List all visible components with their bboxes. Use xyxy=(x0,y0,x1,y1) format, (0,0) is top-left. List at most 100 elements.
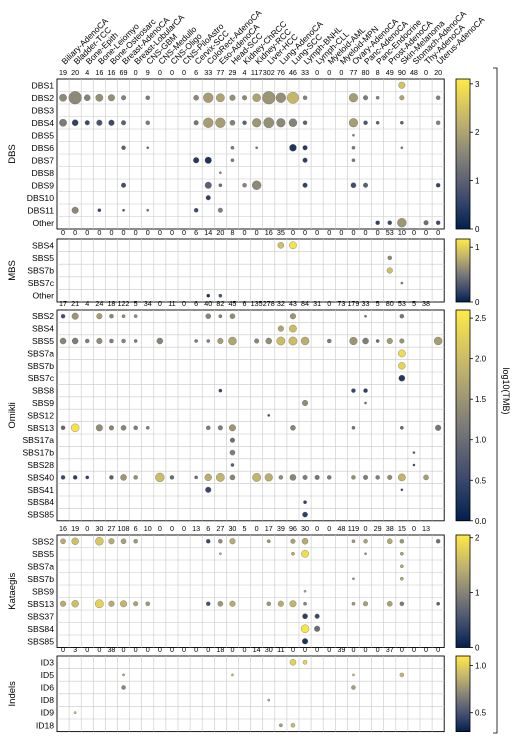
sample-count-label: 30 xyxy=(265,645,273,654)
signature-bubble xyxy=(400,426,404,430)
sample-count-label: 0 xyxy=(158,228,162,237)
sample-count-label: 40 xyxy=(204,299,212,308)
sample-count-label: 5 xyxy=(134,299,138,308)
sample-count-label: 0 xyxy=(61,645,65,654)
signature-bubble xyxy=(278,475,284,480)
signature-bubble xyxy=(193,157,200,164)
sample-count-label: 76 xyxy=(277,68,285,77)
signature-bubble xyxy=(230,158,235,163)
sample-count-label: 73 xyxy=(337,299,345,308)
colorbar-tick-label: 1 xyxy=(475,177,480,186)
sample-count-label: 35 xyxy=(277,228,285,237)
sample-count-label: 0 xyxy=(206,645,210,654)
sample-count-label: 0 xyxy=(73,228,77,237)
sample-count-label: 0 xyxy=(436,228,440,237)
sample-count-label: 38 xyxy=(422,299,430,308)
signature-row-label: SBS4 xyxy=(32,324,54,334)
sample-count-label: 82 xyxy=(216,299,224,308)
sample-count-label: 77 xyxy=(349,68,357,77)
signature-row-label: Other xyxy=(33,291,55,301)
sample-count-label: 33 xyxy=(204,68,212,77)
colorbar-tick-label: 0 xyxy=(475,225,480,234)
signature-bubble xyxy=(108,119,115,126)
sample-count-label: 0 xyxy=(134,68,138,77)
signature-row-label: SBS4 xyxy=(32,240,54,250)
signature-row-label: SBS85 xyxy=(27,510,54,520)
sample-count-label: 0 xyxy=(146,228,150,237)
signature-bubble xyxy=(217,425,223,431)
colorbar-mbs: 01 xyxy=(455,238,480,307)
sample-count-label: 0 xyxy=(424,645,428,654)
signature-bubble xyxy=(229,600,236,607)
signature-bubble xyxy=(400,488,404,492)
sample-count-label: 5 xyxy=(376,299,380,308)
sample-count-label: 16 xyxy=(265,228,273,237)
colorbar-tick-label: 1 xyxy=(475,243,480,252)
sample-count-label: 0 xyxy=(182,228,186,237)
signature-row-label: ID5 xyxy=(41,670,55,680)
sample-count-label: 13 xyxy=(422,524,430,533)
signature-bubble xyxy=(108,94,115,102)
colorbar-tick-label: 1.0 xyxy=(475,661,487,670)
signature-bubble xyxy=(400,576,404,581)
sample-count-label: 179 xyxy=(347,299,359,308)
sample-count-label: 0 xyxy=(436,645,440,654)
signature-row-label: ID8 xyxy=(41,695,55,705)
signature-bubble xyxy=(363,388,368,393)
signature-row-label: SBS9 xyxy=(32,398,54,408)
signature-bubble xyxy=(289,313,296,320)
signature-bubble xyxy=(95,424,103,432)
colorbar-tick-label: 1.5 xyxy=(475,395,487,404)
signature-bubble xyxy=(364,401,367,405)
sample-count-label: 33 xyxy=(362,299,370,308)
signature-bubble xyxy=(145,95,150,100)
sample-count-label: 4 xyxy=(85,68,89,77)
signature-bubble xyxy=(375,339,380,343)
signature-bubble xyxy=(242,183,247,188)
signature-bubble xyxy=(288,336,298,346)
signature-bubble xyxy=(122,673,125,677)
signature-bubble xyxy=(242,95,248,101)
signature-row-label: SBS13 xyxy=(27,423,54,433)
sample-count-label: 0 xyxy=(315,68,319,77)
signature-bubble xyxy=(229,313,236,319)
sample-count-label: 11 xyxy=(277,645,284,654)
signature-bubble xyxy=(109,338,114,344)
signature-bubble xyxy=(71,600,79,608)
signature-bubble xyxy=(145,426,150,430)
signature-bubble xyxy=(327,475,332,480)
sample-count-label: 20 xyxy=(216,228,224,237)
signature-bubble xyxy=(229,120,236,126)
signature-bubble xyxy=(350,182,357,188)
signature-bubble xyxy=(206,539,211,544)
signature-bubble xyxy=(387,601,393,607)
signature-bubble xyxy=(387,474,393,480)
signature-row-label: DBS4 xyxy=(32,118,55,128)
signature-bubble xyxy=(60,600,67,607)
sample-count-label: 16 xyxy=(95,68,103,77)
signature-bubble xyxy=(219,171,222,175)
colorbar-gradient xyxy=(455,78,471,230)
sample-count-label: 43 xyxy=(289,299,297,308)
signature-bubble xyxy=(412,451,416,454)
signature-bubble xyxy=(96,119,103,126)
colorbar-tick-label: 3 xyxy=(475,80,480,89)
signature-bubble xyxy=(362,337,369,345)
signature-row-label: DBS6 xyxy=(32,143,55,153)
signature-bubble xyxy=(252,473,261,482)
signature-row-label: SBS84 xyxy=(27,497,54,507)
signature-bubble xyxy=(72,475,78,480)
sample-count-label: 0 xyxy=(194,645,198,654)
signature-bubble xyxy=(302,182,308,188)
signature-bubble xyxy=(218,539,223,544)
signature-bubble xyxy=(290,425,296,431)
signature-bubble xyxy=(70,423,80,432)
colorbar-tick-label: 0.5 xyxy=(475,709,487,718)
sample-count-label: 0 xyxy=(182,68,186,77)
sample-count-label: 302 xyxy=(263,68,275,77)
signature-bubble xyxy=(204,473,212,482)
sample-count-label: 0 xyxy=(134,645,138,654)
signature-bubble xyxy=(133,339,138,343)
signature-bubble xyxy=(193,95,199,101)
panel-name-label: MBS xyxy=(7,260,18,281)
